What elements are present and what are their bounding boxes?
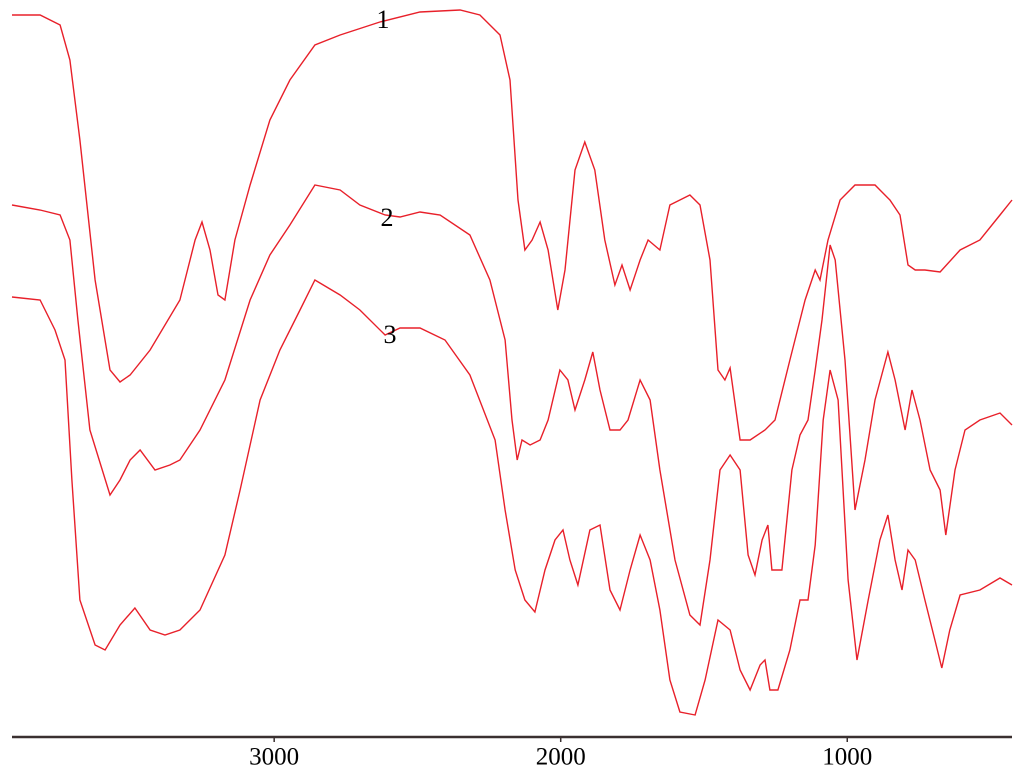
spectrum-line (11, 184, 1013, 627)
x-tick-label: 1000 (822, 744, 872, 771)
curve-label: 2 (381, 203, 394, 232)
x-tick-label: 2000 (536, 744, 586, 771)
spectrum-line (11, 279, 1013, 716)
x-tick-label: 3000 (249, 744, 299, 771)
spectrum-line (12, 9, 1013, 441)
curve-label: 1 (377, 5, 390, 34)
curve-label: 3 (384, 320, 397, 349)
